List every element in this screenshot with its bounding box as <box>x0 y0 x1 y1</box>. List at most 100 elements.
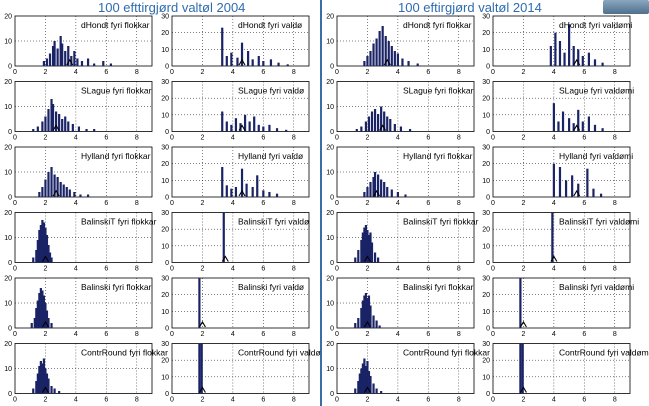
histogram-bar <box>558 167 562 197</box>
plot-frame <box>492 81 631 132</box>
x-tick-label: 4 <box>396 266 400 273</box>
title-2004: 100 efttirgjørd valtøl 2004 <box>98 0 246 15</box>
histogram-bar <box>360 126 363 132</box>
y-tick-label: 10 <box>161 309 169 316</box>
panel-label: Balinski fyri flokkar <box>403 282 474 292</box>
histogram-bar <box>519 343 522 394</box>
x-tick-label: 0 <box>13 266 17 273</box>
x-tick-label: 6 <box>261 69 265 76</box>
x-tick-label: 2 <box>43 135 47 142</box>
histogram-bar <box>221 167 224 197</box>
histogram-bar <box>65 187 68 197</box>
histogram-bar <box>554 32 557 66</box>
x-tick-label: 0 <box>335 266 339 273</box>
corner-thumbnail <box>603 0 649 14</box>
histogram-bar <box>42 358 46 394</box>
histogram-bar <box>367 295 371 328</box>
x-tick-label: 4 <box>74 69 78 76</box>
histogram-bar <box>47 172 50 197</box>
histogram-bar <box>389 119 392 132</box>
marker-caret <box>238 58 246 66</box>
x-tick-label: 4 <box>74 397 78 404</box>
x-tick-label: 0 <box>170 397 174 404</box>
x-tick-label: 2 <box>521 266 525 273</box>
histogram-bar <box>44 227 47 263</box>
panel-2014-r0-c1: 0 2 4 6 8 0 10 20 30 dHondt fyri valdømi <box>482 14 632 77</box>
y-tick-label: 10 <box>326 170 334 177</box>
x-tick-label: 4 <box>396 200 400 207</box>
histogram-bar <box>354 388 357 394</box>
histogram-bar <box>361 232 364 263</box>
histogram-bar <box>47 378 50 394</box>
y-tick-label: 10 <box>4 170 12 177</box>
plot-frame <box>492 343 631 394</box>
x-tick-label: 6 <box>582 135 586 142</box>
histogram-bar <box>44 303 47 328</box>
x-tick-label: 2 <box>365 135 369 142</box>
marker-caret <box>198 320 206 328</box>
histogram-bar <box>386 187 389 197</box>
histogram-bar <box>268 124 271 132</box>
x-tick-label: 0 <box>170 200 174 207</box>
histogram-bar <box>39 288 42 328</box>
histogram-bar <box>198 343 201 394</box>
y-tick-label: 10 <box>326 235 334 242</box>
x-tick-label: 2 <box>365 331 369 338</box>
histogram-bar <box>41 187 44 197</box>
histogram-bar <box>396 192 399 197</box>
x-tick-label: 6 <box>104 69 108 76</box>
x-tick-label: 8 <box>613 200 617 207</box>
x-tick-label: 8 <box>292 266 296 273</box>
x-tick-label: 0 <box>13 200 17 207</box>
histogram-bar <box>275 128 279 132</box>
x-tick-label: 8 <box>613 135 617 142</box>
histogram-bar <box>200 343 203 394</box>
histogram-bar <box>53 41 56 66</box>
histogram-bar <box>30 323 33 328</box>
histogram-bar <box>247 51 250 66</box>
y-tick-label: 20 <box>161 161 169 168</box>
histogram-bar <box>387 41 390 66</box>
x-tick-label: 4 <box>552 135 556 142</box>
x-tick-label: 6 <box>261 266 265 273</box>
histogram-bar <box>93 63 96 66</box>
histogram-bar <box>357 381 360 394</box>
histogram-bar <box>593 124 597 132</box>
histogram-bar <box>370 242 374 263</box>
histogram-bar <box>407 61 410 66</box>
x-tick-label: 0 <box>491 266 495 273</box>
histogram-bar <box>369 232 372 263</box>
histogram-bar <box>53 174 56 197</box>
y-tick-label: 0 <box>486 260 490 267</box>
x-tick-label: 2 <box>200 397 204 404</box>
x-tick-label: 4 <box>231 331 235 338</box>
histogram-bar <box>563 52 566 66</box>
histogram-bar <box>77 126 81 132</box>
histogram-bar <box>198 278 201 328</box>
x-tick-label: 8 <box>613 266 617 273</box>
histogram-bar <box>375 388 378 394</box>
histogram-bar <box>35 308 38 328</box>
histogram-bar <box>561 111 565 132</box>
panel-2004-r5-c1: 0 2 4 6 8 0 10 20 30 ContrRound fyri valdø <box>161 341 320 404</box>
x-tick-label: 8 <box>292 200 296 207</box>
x-tick-label: 8 <box>457 266 461 273</box>
histogram-bar <box>41 121 44 132</box>
histogram-bar <box>61 43 64 66</box>
x-tick-label: 4 <box>74 331 78 338</box>
histogram-bar <box>234 118 238 132</box>
x-tick-label: 6 <box>104 331 108 338</box>
marker-caret <box>519 386 527 393</box>
histogram-bar <box>372 43 375 66</box>
histogram-bar <box>36 300 39 328</box>
x-tick-label: 6 <box>261 331 265 338</box>
histogram-bar <box>41 363 44 394</box>
x-tick-label: 2 <box>43 397 47 404</box>
histogram-bar <box>47 109 50 132</box>
y-tick-label: 20 <box>161 227 169 234</box>
x-tick-label: 6 <box>261 135 265 142</box>
y-tick-label: 0 <box>8 64 12 71</box>
y-tick-label: 10 <box>326 104 334 111</box>
histogram-bar <box>364 366 368 394</box>
